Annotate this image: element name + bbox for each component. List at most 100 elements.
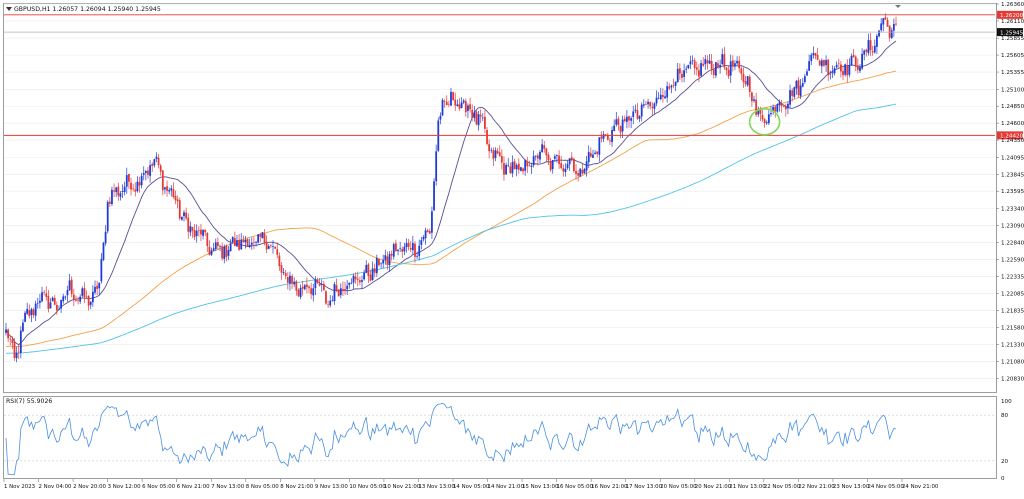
collapse-triangle-icon[interactable]	[6, 7, 12, 11]
candle-body	[789, 90, 791, 105]
candle-body	[159, 165, 162, 172]
candle-body	[791, 90, 794, 96]
time-tick-label: 22 Nov 21:00	[798, 484, 835, 490]
candle-body	[280, 265, 283, 273]
candle-body	[291, 276, 293, 284]
candle-body	[380, 263, 382, 265]
candle-body	[725, 67, 728, 71]
candle-body	[670, 85, 673, 88]
candle-body	[329, 300, 332, 306]
candle-body	[64, 296, 67, 298]
candle-body	[751, 92, 753, 102]
time-tick-label: 10 Nov 21:00	[384, 484, 421, 490]
candle-body	[358, 280, 361, 283]
candle-body	[331, 299, 334, 301]
candle-body	[484, 116, 486, 129]
candle-body	[604, 134, 607, 136]
candle-body	[721, 54, 724, 65]
candle-body	[503, 163, 505, 175]
rsi-panel-frame	[3, 396, 997, 479]
candle-body	[350, 282, 353, 284]
candle-body	[142, 173, 145, 175]
candle-body	[606, 135, 609, 140]
candle-body	[587, 151, 590, 163]
time-tick-label: 2 Nov 04:00	[39, 484, 72, 490]
candle-body	[880, 23, 883, 31]
candle-body	[778, 102, 781, 106]
candle-body	[325, 291, 327, 304]
candle-body	[94, 286, 96, 293]
candle-body	[664, 96, 666, 99]
candle-body	[479, 114, 482, 117]
candle-body	[30, 309, 33, 316]
candle-body	[257, 234, 260, 243]
hline-price-tag	[997, 131, 1023, 140]
candle-body	[731, 60, 734, 67]
candle-body	[481, 117, 484, 119]
candle-body	[83, 288, 86, 297]
price-tick-label: 1.25605	[1001, 53, 1024, 59]
candle-body	[98, 282, 101, 289]
rsi-axis-label: 100	[1001, 399, 1012, 405]
candle-body	[221, 246, 224, 259]
candle-body	[621, 119, 624, 132]
candle-body	[210, 250, 213, 255]
candle-body	[712, 69, 715, 75]
candle-body	[695, 67, 698, 70]
symbol-header: GBPUSD,H1 1.26057 1.26094 1.25940 1.2594…	[14, 6, 161, 13]
candle-body	[388, 254, 391, 266]
candle-body	[193, 230, 196, 238]
candle-body	[882, 18, 885, 25]
time-tick-label: 13 Nov 13:00	[418, 484, 455, 490]
candle-body	[517, 163, 520, 170]
candle-body	[568, 158, 571, 165]
candle-body	[772, 107, 774, 112]
candle-body	[43, 291, 46, 293]
candle-body	[573, 158, 575, 172]
candle-body	[541, 144, 544, 153]
candle-body	[176, 199, 179, 202]
candle-body	[60, 299, 62, 309]
candle-body	[261, 232, 264, 239]
candle-body	[424, 230, 427, 239]
candle-body	[803, 76, 806, 83]
candle-body	[558, 155, 560, 164]
candle-body	[395, 243, 397, 252]
candle-body	[236, 240, 238, 247]
candle-body	[183, 212, 185, 217]
candle-body	[460, 102, 463, 108]
candle-body	[545, 148, 548, 156]
candle-body	[367, 264, 370, 276]
candle-body	[840, 64, 842, 72]
candle-body	[445, 101, 448, 106]
candle-body	[282, 272, 285, 273]
candle-body	[77, 300, 79, 301]
candle-body	[346, 285, 349, 290]
candle-body	[89, 301, 92, 305]
candle-body	[147, 170, 149, 175]
time-tick-label: 7 Nov 13:00	[211, 484, 244, 490]
candle-body	[47, 296, 50, 309]
candle-body	[539, 151, 541, 160]
candle-body	[575, 170, 577, 174]
candle-body	[327, 304, 329, 306]
candle-body	[471, 109, 474, 119]
candle-body	[549, 161, 552, 171]
candle-body	[348, 282, 351, 285]
candle-body	[619, 125, 622, 133]
price-tick-label: 1.25855	[1001, 36, 1024, 42]
candle-body	[704, 59, 707, 65]
candle-body	[140, 175, 143, 186]
candle-body	[155, 156, 158, 159]
candle-body	[318, 283, 321, 286]
candle-body	[293, 281, 296, 285]
price-tick-label: 1.22085	[1001, 291, 1024, 297]
candle-body	[15, 352, 18, 359]
time-tick-label: 9 Nov 13:00	[315, 484, 348, 490]
candle-body	[217, 242, 219, 246]
candle-body	[87, 295, 90, 306]
candle-body	[657, 98, 660, 99]
candle-body	[392, 244, 395, 257]
candle-body	[337, 289, 340, 297]
